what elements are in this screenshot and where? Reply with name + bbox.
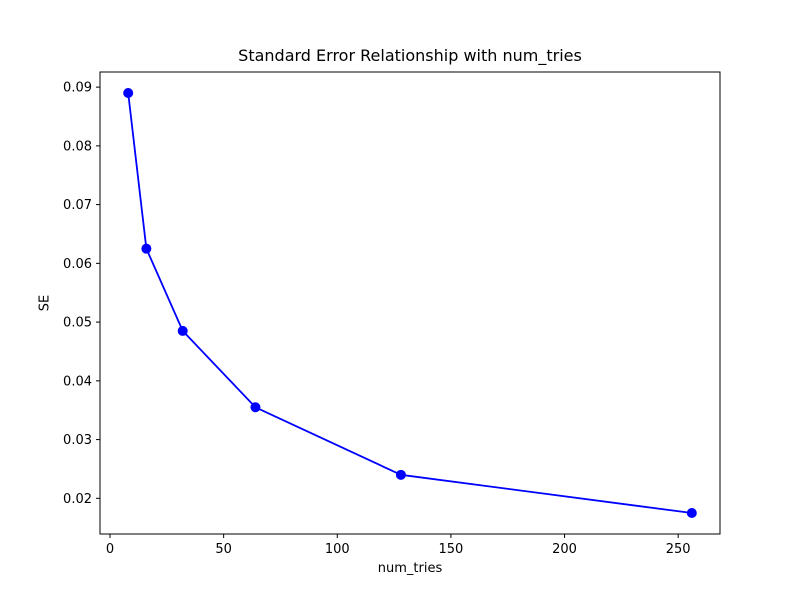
data-point <box>395 469 406 480</box>
data-point <box>250 402 261 413</box>
data-point <box>123 88 134 98</box>
y-tick-label: 0.08 <box>63 139 92 154</box>
y-tick-label: 0.03 <box>63 433 92 448</box>
chart-title: Standard Error Relationship with num_tri… <box>238 46 582 65</box>
x-tick-label: 100 <box>325 542 350 557</box>
axes-frame <box>99 71 721 535</box>
data-point <box>141 243 152 254</box>
y-tick-label: 0.07 <box>63 198 92 213</box>
series-line <box>127 92 693 514</box>
x-tick-label: 200 <box>552 542 577 557</box>
y-tick-label: 0.02 <box>63 492 92 507</box>
x-axis-label: num_tries <box>377 561 443 576</box>
y-axis-label: SE <box>37 294 53 312</box>
y-tick-label: 0.05 <box>63 316 92 331</box>
y-tick-label: 0.09 <box>63 81 92 96</box>
data-point <box>686 508 697 518</box>
x-tick-label: 150 <box>438 542 463 557</box>
y-tick-label: 0.04 <box>63 374 92 389</box>
x-tick-label: 50 <box>215 542 232 557</box>
y-tick-label: 0.06 <box>63 257 92 272</box>
x-tick-label: 250 <box>666 542 691 557</box>
data-point <box>177 325 188 336</box>
x-tick-label: 0 <box>106 542 114 557</box>
